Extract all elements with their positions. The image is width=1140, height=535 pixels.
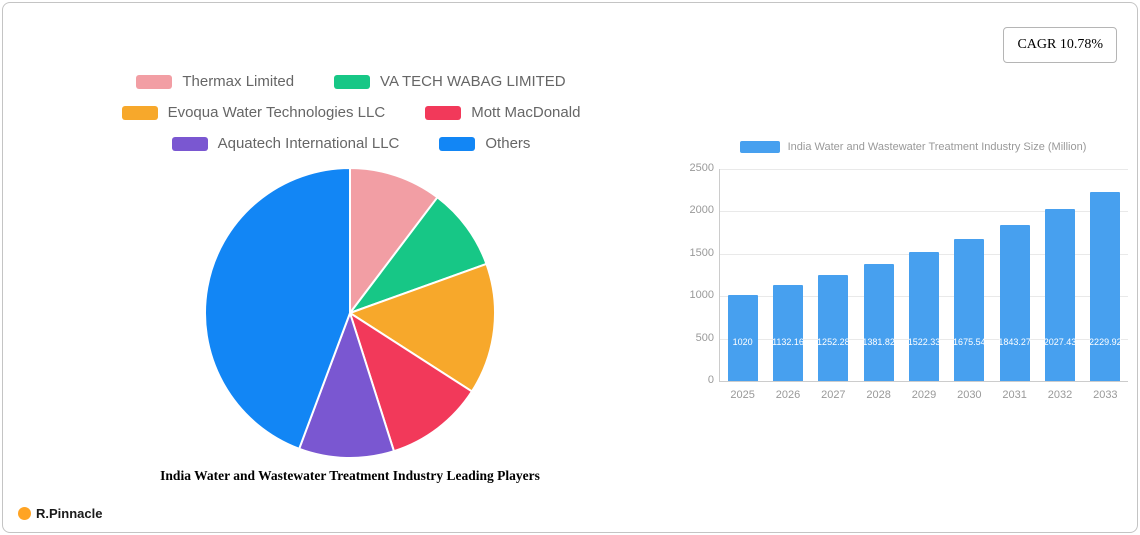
legend-label: Thermax Limited	[182, 73, 295, 90]
x-axis-label-2026: 2026	[775, 389, 801, 401]
bar-value-label: 1381.82	[862, 337, 895, 347]
bar-2032[interactable]: 2027.43	[1043, 209, 1077, 381]
bar-2028[interactable]: 1381.82	[862, 263, 895, 381]
pie-legend: Thermax Limited VA TECH WABAG LIMITED Evoq…	[65, 73, 637, 152]
x-axis-label-2030: 2030	[957, 389, 982, 401]
x-axis-label-2025: 2025	[730, 389, 755, 401]
bar-plot: 0 500 1000 1500 2000 2500 1020 2025 1132.16 2026 1…	[690, 162, 1128, 401]
pie-slice-5[interactable]	[298, 312, 395, 459]
bar-value-label: 1843.27	[998, 337, 1031, 347]
legend-label: Aquatech International LLC	[217, 135, 400, 152]
x-axis-label-2033: 2033	[1093, 389, 1118, 401]
legend-label: Mott MacDonald	[471, 104, 581, 121]
pie-legend-item-4[interactable]: Mott MacDonald	[425, 104, 580, 121]
legend-swatch	[171, 136, 208, 151]
y-axis-tick-label: 500	[695, 331, 714, 344]
bar-2029[interactable]: 1522.33	[907, 251, 941, 381]
bar-value-label: 2027.43	[1043, 337, 1077, 347]
legend-label: Evoqua Water Technologies LLC	[167, 104, 386, 121]
bar-chart-area: India Water and Wastewater Treatment Ind…	[689, 141, 1137, 421]
x-axis-label-2031: 2031	[1002, 389, 1027, 401]
bar-value-label: 1252.28	[817, 337, 850, 347]
legend-label: VA TECH WABAG LIMITED	[380, 73, 566, 90]
bar-value-label: 1675.54	[953, 337, 986, 347]
bar-value-label: 2229.92	[1089, 337, 1122, 347]
bar-value-label: 1132.16	[772, 337, 804, 347]
pie-slice-4[interactable]	[349, 312, 473, 453]
x-axis-label-2028: 2028	[866, 389, 891, 401]
legend-label: Others	[485, 135, 531, 152]
bar-value-label: 1020	[732, 337, 753, 347]
bar-2031[interactable]: 1843.27	[998, 224, 1031, 381]
bar-2033[interactable]: 2229.92	[1089, 191, 1122, 381]
legend-swatch	[425, 105, 462, 120]
brand-logo: R.Pinnacle	[18, 506, 102, 521]
pie-legend-item-3[interactable]: Evoqua Water Technologies LLC	[121, 104, 386, 121]
pie-legend-item-1[interactable]: Thermax Limited	[136, 73, 294, 90]
cagr-badge: CAGR 10.78%	[1003, 27, 1117, 63]
pie-slice-2[interactable]	[349, 196, 488, 314]
pie-legend-item-2[interactable]: VA TECH WABAG LIMITED	[334, 73, 566, 90]
pie-legend-item-5[interactable]: Aquatech International LLC	[171, 135, 400, 152]
legend-swatch	[121, 105, 158, 120]
gridline	[720, 211, 1128, 213]
pie-slice-1[interactable]	[349, 167, 439, 314]
x-axis-label-2027: 2027	[821, 389, 846, 401]
legend-swatch	[439, 136, 476, 151]
pie-legend-item-6[interactable]: Others	[439, 135, 530, 152]
y-axis-tick-label: 1500	[689, 246, 714, 259]
legend-swatch	[136, 74, 173, 89]
pie-chart-title: India Water and Wastewater Treatment Ind…	[160, 468, 540, 483]
pie-chart	[204, 167, 496, 459]
x-axis-label-2029: 2029	[911, 389, 937, 401]
bar-2027[interactable]: 1252.28	[817, 274, 850, 381]
y-axis-tick-label: 1000	[689, 289, 714, 302]
bar-2025[interactable]: 1020	[727, 294, 758, 381]
bar-legend-label: India Water and Wastewater Treatment Ind…	[787, 141, 1087, 153]
y-axis-tick-label: 0	[707, 374, 714, 386]
y-axis-tick-label: 2000	[689, 204, 714, 217]
bar-value-label: 1522.33	[907, 337, 941, 347]
brand-name: R.Pinnacle	[36, 506, 103, 521]
pie-chart-area	[200, 163, 500, 463]
bar-2026[interactable]: 1132.16	[772, 285, 804, 381]
y-axis-tick-label: 2500	[689, 162, 714, 174]
bar-2030[interactable]: 1675.54	[953, 238, 986, 381]
legend-swatch	[334, 74, 371, 89]
gridline	[720, 169, 1128, 170]
brand-logo-icon	[18, 507, 31, 520]
pie-slice-6[interactable]	[204, 167, 351, 450]
x-axis-label-2032: 2032	[1047, 389, 1073, 401]
bar-legend-swatch	[739, 141, 780, 153]
bar-chart-legend[interactable]: India Water and Wastewater Treatment Ind…	[689, 141, 1137, 153]
pie-slice-3[interactable]	[349, 262, 496, 393]
